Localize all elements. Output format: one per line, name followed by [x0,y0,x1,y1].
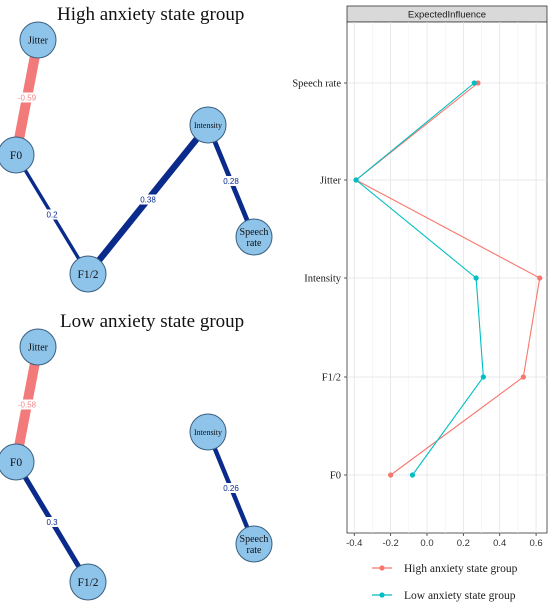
series-1-point-0 [471,80,477,86]
x-tick-label: 0.6 [529,538,542,549]
node-label: F0 [10,457,22,469]
edge-label-bg [14,399,40,410]
legend-key-point [379,565,385,571]
legend-item-0: High anxiety state group [372,563,518,575]
edge-label-bg [44,517,60,527]
node-circle [0,136,35,174]
node-circle [235,218,273,256]
y-tick-label: F1/2 [322,373,341,384]
legend-label: High anxiety state group [404,563,518,575]
plot-panel [346,21,548,534]
y-tick-label: Jitter [320,176,341,187]
series-0-point-2 [537,275,543,281]
node-label: F1/2 [77,577,98,589]
edge-weight-label: -0.59 [18,94,37,103]
series-1-point-4 [409,472,416,478]
node-f12: F1/2 [69,563,107,601]
node-jitter: Jitter [19,21,57,59]
x-tick-label: -0.2 [382,538,398,549]
node-circle [0,443,35,481]
node-circle [69,255,107,293]
y-tick-label: Speech rate [292,79,341,90]
edge-weight-label: 0.28 [223,177,239,186]
node-circle [19,21,57,59]
edge-label-bg [137,194,159,205]
series-1-point-3 [480,374,486,380]
node-f0: F0 [0,136,35,174]
series-0-point-4 [388,472,394,478]
series-0-point-0 [475,80,481,86]
edge-weight-label: 0.26 [223,484,239,493]
node-circle [235,525,273,563]
edge-weight-label: 0.38 [140,196,156,205]
node-f0: F0 [0,443,35,481]
series-1-point-1 [353,177,359,183]
edge-label-bg [220,176,242,186]
node-label: Speech [240,227,269,238]
edge-weight-label: 0.2 [46,211,58,220]
node-label: Intensity [194,428,222,437]
node-circle [189,413,227,451]
legend-item-1: Low anxiety state group [372,590,516,602]
y-tick-label: Intensity [304,274,341,285]
x-tick-label: 0.2 [457,538,470,549]
high-anxiety-title: High anxiety state group [57,4,244,25]
node-label: F1/2 [77,269,98,281]
node-circle [189,106,227,144]
node-label: Speech [240,534,269,545]
x-tick-label: 0.0 [420,538,433,549]
low-anxiety-title: Low anxiety state group [60,311,244,332]
x-tick-label: -0.4 [346,538,362,549]
edge-weight-label: 0.3 [46,518,58,527]
node-intensity: Intensity [189,413,227,451]
node-f12: F1/2 [69,255,107,293]
y-tick-label: F0 [330,471,341,482]
node-circle [19,328,57,366]
node-label: Jitter [28,36,49,47]
low-anxiety-network: Low anxiety state group -0.58 0.3 0.26 Jit… [0,311,273,601]
node-circle [69,563,107,601]
high-anxiety-network: High anxiety state group -0.59 0.2 0.38 0.2… [0,4,273,293]
node-label: rate [247,238,263,249]
node-jitter: Jitter [19,328,57,366]
series-0-point-3 [520,374,526,380]
node-label: Jitter [28,343,49,354]
node-label: F0 [10,150,22,162]
node-label: Intensity [194,121,222,130]
edge-label-bg [220,483,242,493]
edge-weight-label: -0.58 [18,401,37,410]
edge-label-bg [14,92,40,103]
edge-label-bg [44,209,60,220]
series-1-point-2 [473,275,479,281]
legend-key-point [379,592,385,598]
node-intensity: Intensity [189,106,227,144]
node-label: rate [247,545,263,556]
x-tick-label: 0.4 [493,538,506,549]
facet-strip-label: ExpectedInfluence [408,10,486,21]
legend-label: Low anxiety state group [404,590,516,602]
expected-influence-plot: ExpectedInfluence Speech rate Jitter Inten… [292,5,548,602]
